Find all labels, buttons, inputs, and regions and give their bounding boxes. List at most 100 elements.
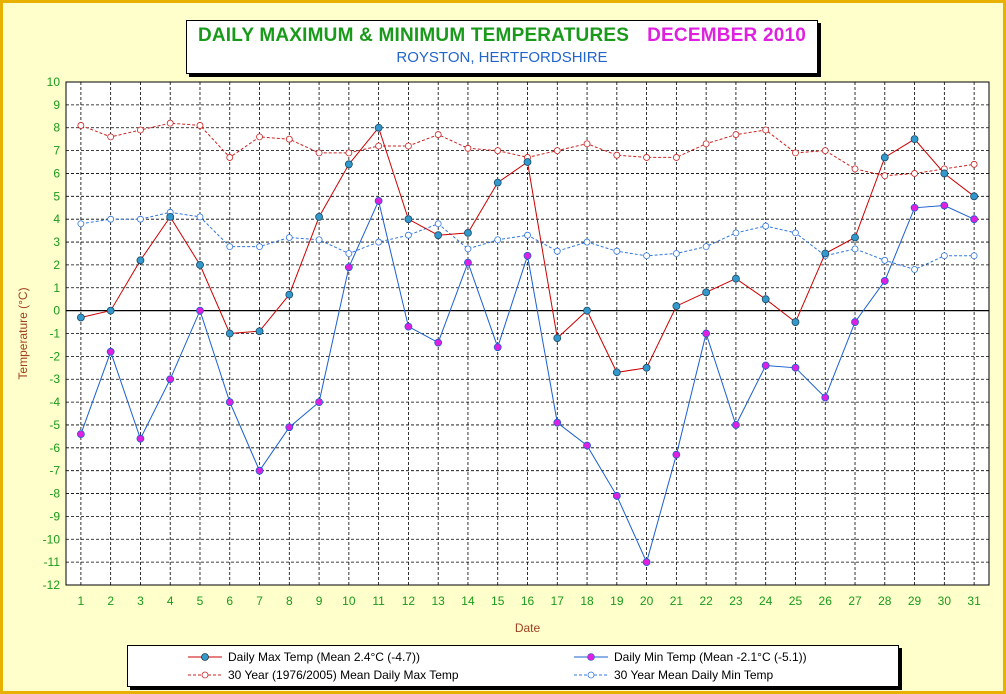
point-avg-min	[77, 220, 85, 228]
x-tick-label: 1	[78, 594, 85, 608]
point-max	[255, 327, 264, 336]
x-tick-label: 4	[167, 594, 174, 608]
point-min	[672, 450, 681, 459]
y-tick-label: -2	[49, 349, 60, 363]
y-tick-label: 7	[53, 144, 60, 158]
point-min	[970, 215, 979, 224]
point-min	[225, 398, 234, 406]
point-avg-max	[166, 119, 174, 127]
point-min	[702, 329, 711, 338]
point-avg-min	[375, 238, 383, 246]
point-max	[464, 228, 472, 237]
x-tick-label: 29	[908, 594, 922, 608]
point-avg-min	[315, 236, 323, 244]
point-min	[196, 306, 204, 315]
point-min	[464, 258, 472, 267]
point-avg-min	[524, 231, 531, 239]
y-tick-label: -8	[49, 487, 60, 501]
y-tick-label: -12	[43, 578, 61, 592]
x-tick-label: 2	[107, 594, 114, 608]
point-min	[344, 263, 353, 272]
point-max	[493, 178, 502, 187]
point-avg-max	[583, 140, 591, 148]
point-max	[523, 158, 532, 166]
legend-item-avg-max: 30 Year (1976/2005) Mean Daily Max Temp	[188, 667, 459, 683]
point-min	[404, 322, 413, 331]
point-avg-min	[345, 250, 353, 257]
point-avg-max	[196, 122, 204, 129]
point-min	[642, 558, 651, 567]
point-avg-max	[494, 147, 502, 154]
point-max	[612, 368, 621, 377]
x-tick-label: 19	[610, 594, 624, 608]
x-tick-label: 25	[789, 594, 803, 608]
x-tick-label: 15	[491, 594, 505, 608]
point-avg-max	[434, 131, 442, 138]
legend: Daily Max Temp (Mean 2.4°C (-4.7)) Daily…	[127, 645, 899, 687]
point-min	[285, 423, 294, 432]
point-max	[344, 160, 353, 169]
point-min	[523, 251, 532, 260]
x-tick-label: 20	[640, 594, 654, 608]
point-avg-min	[762, 222, 770, 230]
point-avg-max	[553, 147, 561, 154]
point-max	[821, 249, 830, 258]
x-tick-label: 26	[819, 594, 833, 608]
point-max	[791, 318, 800, 326]
point-max	[285, 290, 294, 299]
point-max	[106, 306, 115, 315]
x-tick-label: 28	[878, 594, 892, 608]
point-min	[374, 196, 383, 205]
title-box: DAILY MAXIMUM & MINIMUM TEMPERATURES DECE…	[186, 20, 818, 74]
chart-month: DECEMBER 2010	[647, 25, 807, 46]
y-tick-label: -3	[49, 372, 60, 386]
point-avg-max	[672, 154, 680, 161]
point-avg-max	[643, 154, 650, 161]
point-avg-min	[732, 229, 740, 237]
point-avg-max	[613, 151, 621, 159]
x-tick-label: 24	[759, 594, 773, 608]
y-tick-label: 0	[53, 304, 60, 318]
point-min	[553, 418, 562, 427]
x-tick-label: 12	[402, 594, 416, 608]
point-max	[166, 212, 175, 221]
legend-label-avg-max: 30 Year (1976/2005) Mean Daily Max Temp	[228, 668, 459, 682]
point-max	[851, 233, 859, 242]
y-tick-label: 2	[53, 258, 60, 272]
point-min	[434, 338, 443, 347]
point-avg-max	[881, 172, 889, 180]
point-min	[612, 491, 621, 500]
legend-label-max: Daily Max Temp (Mean 2.4°C (-4.7))	[228, 650, 420, 664]
point-min	[255, 466, 264, 475]
y-tick-label: -6	[49, 441, 60, 455]
y-tick-label: -9	[49, 509, 60, 523]
legend-item-min: Daily Min Temp (Mean -2.1°C (-5.1))	[574, 649, 807, 665]
x-tick-label: 11	[372, 594, 385, 608]
x-tick-label: 16	[521, 594, 535, 608]
point-avg-max	[970, 160, 978, 168]
point-max	[761, 295, 770, 304]
point-avg-min	[137, 215, 144, 223]
x-tick-label: 5	[197, 594, 204, 608]
y-tick-label: 1	[53, 281, 60, 295]
x-tick-label: 21	[670, 594, 684, 608]
y-tick-label: 3	[53, 235, 60, 249]
x-tick-label: 3	[137, 594, 144, 608]
point-avg-min	[583, 238, 591, 246]
legend-swatch-avg-max	[188, 671, 222, 679]
point-avg-max	[77, 122, 85, 129]
point-min	[851, 318, 859, 326]
x-tick-label: 18	[580, 594, 594, 608]
point-min	[761, 361, 770, 370]
point-avg-max	[405, 142, 412, 150]
point-avg-max	[762, 126, 770, 134]
y-tick-label: -7	[49, 464, 60, 478]
point-max	[553, 334, 562, 342]
point-max	[583, 306, 591, 315]
point-min	[732, 421, 740, 429]
point-avg-min	[672, 250, 680, 257]
point-avg-max	[732, 131, 740, 138]
point-max	[136, 256, 145, 265]
x-axis-title: Date	[515, 621, 541, 635]
y-tick-label: 9	[53, 98, 60, 112]
